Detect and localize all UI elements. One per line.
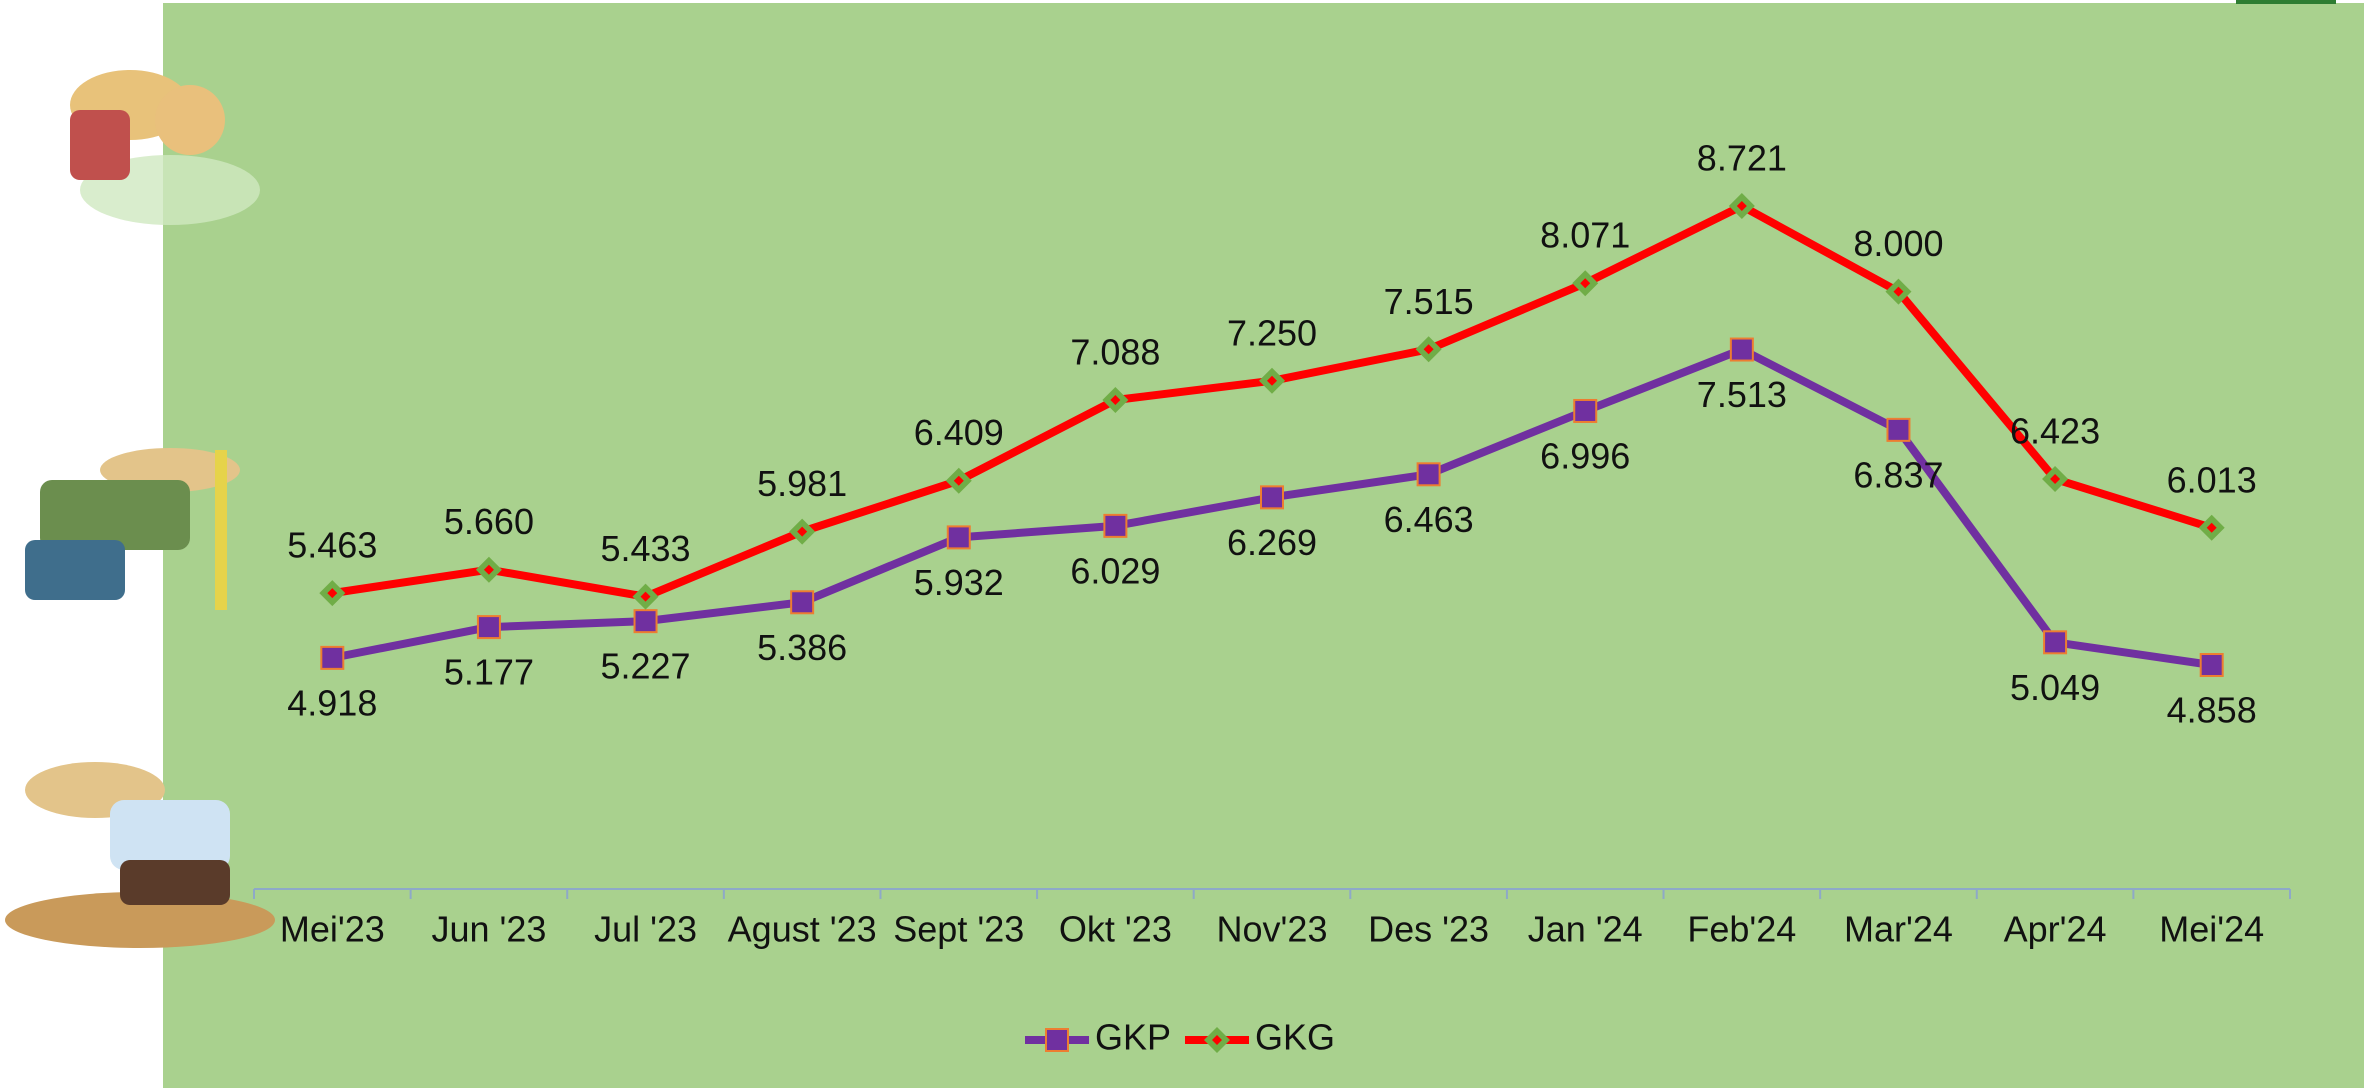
data-label: 5.433: [600, 528, 690, 569]
legend-label: GKG: [1255, 1017, 1335, 1058]
page: {"chart_data": {"type": "line", "categor…: [0, 0, 2364, 1088]
marker: [2044, 631, 2066, 653]
data-label: 5.660: [444, 501, 534, 542]
marker: [635, 610, 657, 632]
marker: [1574, 400, 1596, 422]
corner-bar: [2236, 0, 2336, 4]
x-tick-label: Feb'24: [1687, 909, 1796, 950]
x-tick-label: Agust '23: [728, 909, 877, 950]
legend-label: GKP: [1095, 1017, 1171, 1058]
data-label: 6.996: [1540, 435, 1630, 476]
marker: [1887, 419, 1909, 441]
marker: [478, 616, 500, 638]
data-label: 6.409: [914, 412, 1004, 453]
data-label: 7.513: [1697, 374, 1787, 415]
data-label: 5.227: [600, 646, 690, 687]
data-label: 8.071: [1540, 215, 1630, 256]
data-label: 7.088: [1070, 332, 1160, 373]
x-tick-label: Mar'24: [1844, 909, 1953, 950]
x-tick-label: Sept '23: [893, 909, 1024, 950]
data-label: 6.837: [1853, 454, 1943, 495]
data-label: 5.049: [2010, 667, 2100, 708]
data-label: 6.269: [1227, 522, 1317, 563]
marker: [321, 647, 343, 669]
data-label: 5.932: [914, 562, 1004, 603]
data-label: 6.423: [2010, 411, 2100, 452]
x-tick-label: Apr'24: [2004, 909, 2107, 950]
x-tick-label: Mei'23: [280, 909, 385, 950]
data-label: 4.858: [2167, 690, 2257, 731]
data-label: 7.250: [1227, 312, 1317, 353]
data-label: 6.463: [1384, 499, 1474, 540]
data-label: 4.918: [287, 682, 377, 723]
data-label: 5.463: [287, 525, 377, 566]
chart: Mei'23 Jun '23 Jul '23 Agust '23 Sept '23 Okt…: [0, 0, 2364, 1088]
data-label: 8.721: [1697, 138, 1787, 179]
x-tick-label: Nov'23: [1217, 909, 1328, 950]
marker: [1104, 515, 1126, 537]
marker: [1261, 486, 1283, 508]
marker: [1731, 339, 1753, 361]
marker: [948, 526, 970, 548]
data-label: 5.177: [444, 652, 534, 693]
x-tick-label: Jul '23: [594, 909, 697, 950]
data-label: 6.029: [1070, 550, 1160, 591]
data-label: 8.000: [1853, 223, 1943, 264]
data-label: 7.515: [1384, 281, 1474, 322]
x-tick-label: Okt '23: [1059, 909, 1172, 950]
marker: [1046, 1029, 1068, 1051]
marker: [791, 591, 813, 613]
data-label: 6.013: [2167, 459, 2257, 500]
data-label: 5.386: [757, 627, 847, 668]
x-tick-label: Jun '23: [431, 909, 546, 950]
x-tick-label: Jan '24: [1528, 909, 1643, 950]
data-label: 5.981: [757, 463, 847, 504]
x-tick-label: Mei'24: [2159, 909, 2264, 950]
marker: [2201, 654, 2223, 676]
x-tick-label: Des '23: [1368, 909, 1489, 950]
marker: [1418, 463, 1440, 485]
